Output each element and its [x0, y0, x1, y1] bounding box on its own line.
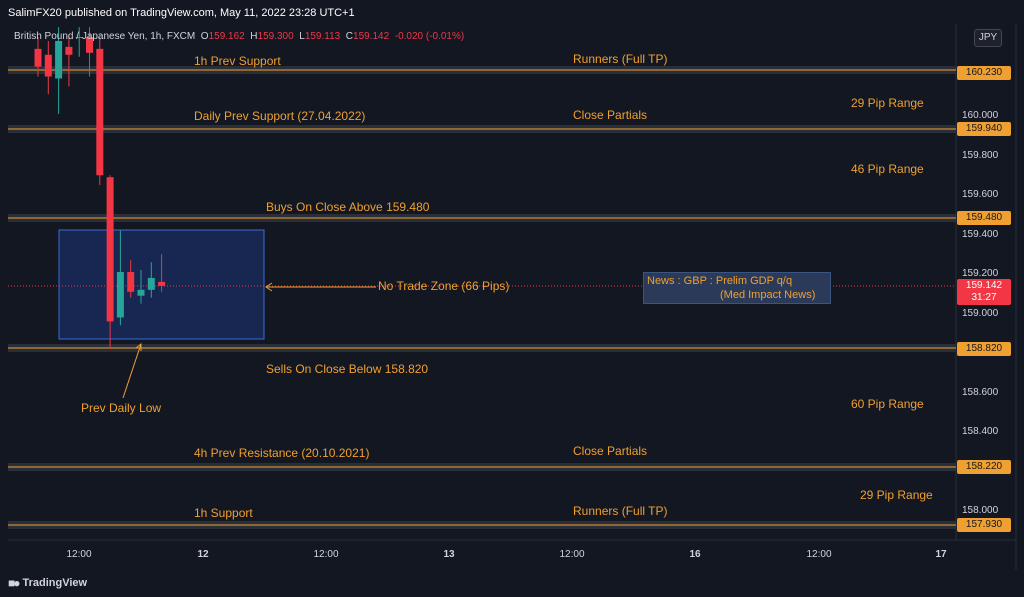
open-value: 159.162	[208, 31, 245, 42]
bottom-bar: ■● TradingView	[0, 570, 1024, 597]
current-price-tag: 159.142 31:27	[957, 279, 1011, 305]
annotation-runners-bottom[interactable]: Runners (Full TP)	[573, 504, 668, 518]
change-value: -0.020 (-0.01%)	[394, 31, 465, 42]
candle-body	[65, 46, 73, 55]
y-tick: 159.400	[962, 229, 999, 240]
annotation-29-pip-range-top[interactable]: 29 Pip Range	[851, 96, 924, 110]
y-tick: 159.800	[962, 150, 999, 161]
annotation-close-partials-top[interactable]: Close Partials	[573, 108, 648, 122]
low-value: 159.113	[304, 31, 341, 42]
candle-body	[34, 48, 42, 67]
x-tick: 12:00	[66, 549, 92, 560]
price-tag-158220: 158.220	[957, 460, 1011, 474]
candle-body	[75, 37, 83, 38]
y-tick: 158.000	[962, 505, 999, 516]
annotation-1h-prev-support[interactable]: 1h Prev Support	[194, 54, 281, 68]
price-tag-157930: 157.930	[957, 518, 1011, 532]
currency-button[interactable]: JPY	[974, 29, 1002, 47]
news-callout[interactable]: News : GBP : Prelim GDP q/q (Med Impact …	[643, 272, 831, 304]
x-tick: 16	[689, 549, 701, 560]
publish-line: SalimFX20 published on TradingView.com, …	[8, 7, 355, 19]
annotation-runners-top[interactable]: Runners (Full TP)	[573, 52, 668, 66]
candle-body	[116, 272, 124, 318]
y-tick: 158.600	[962, 387, 999, 398]
x-tick: 12:00	[559, 549, 585, 560]
annotation-4h-prev-resistance[interactable]: 4h Prev Resistance (20.10.2021)	[194, 446, 370, 460]
tradingview-logo-text: TradingView	[22, 577, 88, 589]
annotation-sells-on-close[interactable]: Sells On Close Below 158.820	[266, 362, 429, 376]
y-tick: 159.200	[962, 268, 999, 279]
price-tag-159480: 159.480	[957, 211, 1011, 225]
y-tick: 158.400	[962, 426, 999, 437]
annotation-46-pip-range[interactable]: 46 Pip Range	[851, 162, 924, 176]
annotation-no-trade-zone[interactable]: No Trade Zone (66 Pips)	[378, 279, 510, 293]
candle-body	[106, 177, 114, 322]
candles-group	[34, 27, 166, 350]
annotation-1h-support[interactable]: 1h Support	[194, 506, 253, 520]
low-label: L	[299, 31, 305, 42]
news-impact: (Med Impact News)	[720, 289, 816, 301]
level-lines[interactable]	[8, 66, 956, 529]
top-bar: SalimFX20 published on TradingView.com, …	[0, 0, 1024, 24]
candle-body	[44, 54, 52, 77]
annotation-buys-on-close[interactable]: Buys On Close Above 159.480	[266, 200, 430, 214]
symbol-name[interactable]: British Pound / Japanese Yen, 1h, FXCM	[14, 31, 196, 42]
bar-countdown: 31:27	[971, 292, 997, 303]
no-trade-zone-arrow[interactable]	[265, 282, 376, 292]
high-value: 159.300	[257, 31, 294, 42]
y-tick: 160.000	[962, 110, 999, 121]
close-label: C	[345, 31, 354, 42]
y-tick: 159.000	[962, 308, 999, 319]
candle-body	[158, 281, 166, 286]
candle-body	[127, 272, 135, 292]
annotation-29-pip-range-bottom[interactable]: 29 Pip Range	[860, 488, 933, 502]
candle-body	[55, 40, 63, 79]
tradingview-logo-icon: ■●	[8, 576, 20, 590]
annotation-daily-prev-support[interactable]: Daily Prev Support (27.04.2022)	[194, 109, 366, 123]
prev-daily-low-arrow[interactable]	[122, 342, 142, 399]
x-tick: 12	[197, 549, 209, 560]
x-tick: 12:00	[313, 549, 339, 560]
annotation-prev-daily-low[interactable]: Prev Daily Low	[81, 401, 162, 415]
y-tick: 159.600	[962, 189, 999, 200]
price-tag-159940: 159.940	[957, 122, 1011, 136]
candle-body	[96, 48, 104, 176]
x-tick: 17	[935, 549, 947, 560]
symbol-legend[interactable]: British Pound / Japanese Yen, 1h, FXCM O…	[14, 31, 464, 42]
price-tag-158820: 158.820	[957, 342, 1011, 356]
tradingview-logo[interactable]: ■● TradingView	[8, 576, 87, 590]
x-tick: 13	[443, 549, 455, 560]
candle-body	[86, 37, 93, 53]
annotation-close-partials-bottom[interactable]: Close Partials	[573, 444, 648, 458]
current-price-value: 159.142	[965, 280, 1003, 291]
candle-body	[147, 277, 155, 290]
news-title: News : GBP : Prelim GDP q/q	[647, 275, 793, 287]
candle-body	[137, 289, 145, 296]
price-tag-160230: 160.230	[957, 66, 1011, 80]
annotation-60-pip-range[interactable]: 60 Pip Range	[851, 397, 924, 411]
close-value: 159.142	[353, 31, 390, 42]
open-label: O	[200, 31, 209, 42]
x-tick: 12:00	[806, 549, 832, 560]
high-label: H	[250, 31, 258, 42]
